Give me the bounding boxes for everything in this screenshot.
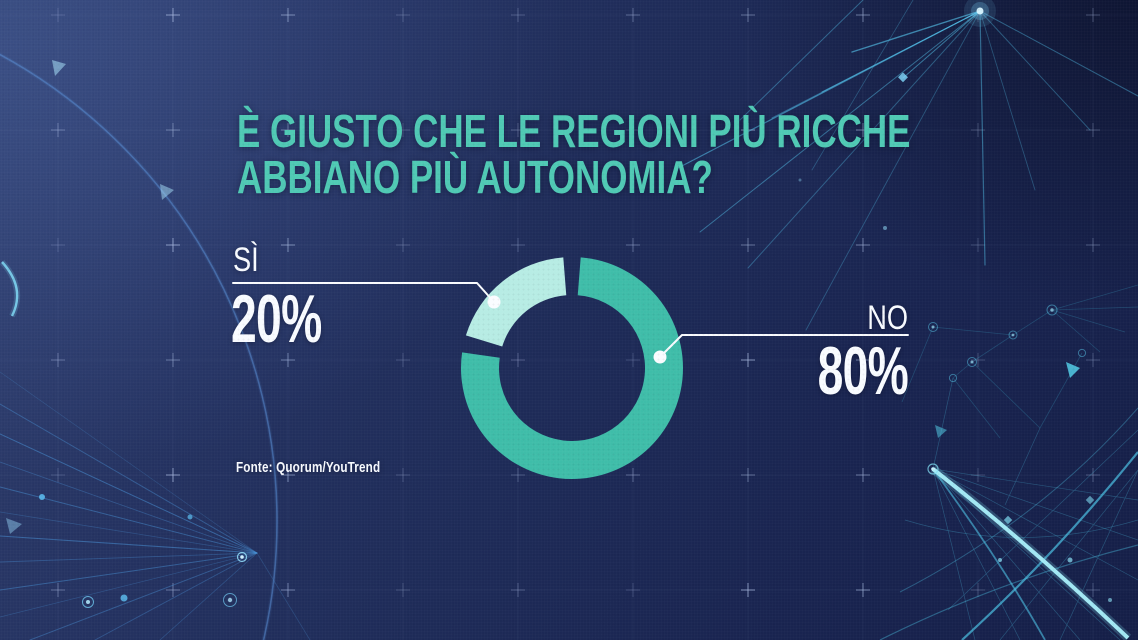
source-note: Fonte: Quorum/YouTrend bbox=[236, 459, 381, 476]
donut-segments bbox=[460, 257, 683, 479]
left-arc-decoration bbox=[0, 52, 279, 640]
callout-si-line bbox=[232, 282, 495, 303]
donut-slice-0-si bbox=[465, 257, 567, 347]
title-line-1: È GIUSTO CHE LE REGIONI PIÙ RICCHE bbox=[237, 105, 911, 157]
plexus-bottom-right bbox=[879, 377, 1138, 640]
callout-si-dot bbox=[487, 295, 501, 309]
page-title: È GIUSTO CHE LE REGIONI PIÙ RICCHE ABBIA… bbox=[237, 108, 1123, 200]
label-si: SÌ bbox=[233, 241, 259, 279]
donut-slice-1-no bbox=[460, 257, 683, 479]
label-no: NO bbox=[867, 299, 908, 337]
callout-connectors bbox=[232, 282, 909, 358]
value-no: 80% bbox=[817, 333, 908, 409]
plexus-right-middle bbox=[901, 284, 1138, 439]
callout-no-dot bbox=[653, 350, 667, 364]
plexus-top-right bbox=[677, 0, 1138, 331]
value-si: 20% bbox=[231, 281, 322, 357]
title-line-2: ABBIANO PIÙ AUTONOMIA? bbox=[237, 151, 713, 203]
callout-no-line bbox=[659, 334, 909, 358]
plexus-bottom-left bbox=[0, 371, 311, 640]
triangle-specks bbox=[6, 60, 1080, 534]
